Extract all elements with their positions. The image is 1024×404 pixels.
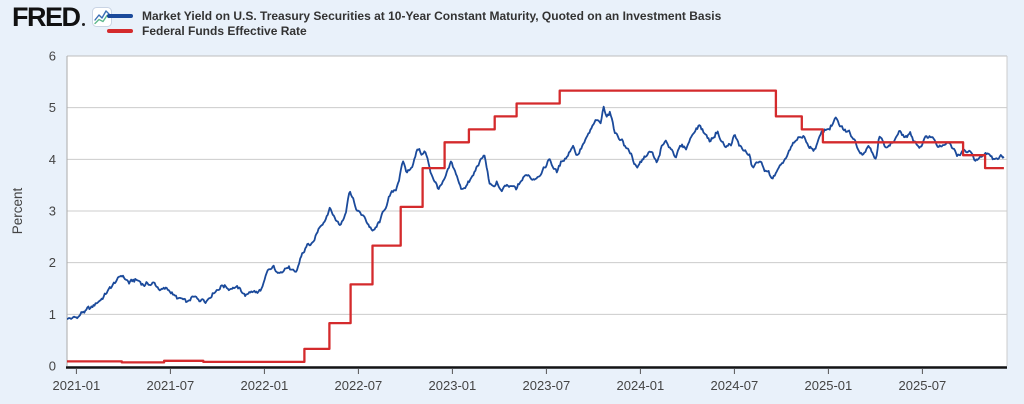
treasury-10y-line [67,105,1005,320]
fed-funds-line [67,89,1004,364]
legend-item-fed-funds: Federal Funds Effective Rate [107,24,721,38]
x-tick-label-2024-07: 2024-07 [711,378,759,393]
chart-legend: Market Yield on U.S. Treasury Securities… [107,9,721,39]
y-axis-title: Percent [10,187,25,234]
x-tick-label-2023-07: 2023-07 [523,378,571,393]
y-tick-label-5: 5 [49,100,56,115]
fred-logo-text: FRED [12,2,81,32]
x-tick-label-2025-07: 2025-07 [899,378,947,393]
x-tick-label-2021-07: 2021-07 [147,378,195,393]
x-tick-label-2025-01: 2025-01 [805,378,853,393]
y-tick-label-6: 6 [49,49,56,64]
y-tick-label-0: 0 [49,359,56,374]
fed-funds-series-swatch [107,29,133,33]
treasury-series-swatch [107,14,133,18]
x-tick-label-2022-07: 2022-07 [335,378,383,393]
x-tick-label-2023-01: 2023-01 [429,378,477,393]
x-tick-label-2021-01: 2021-01 [53,378,101,393]
legend-item-treasury-10y: Market Yield on U.S. Treasury Securities… [107,9,721,23]
fred-logo[interactable]: FRED [12,2,112,32]
x-tick-label-2022-01: 2022-01 [241,378,289,393]
fred-logo-trademark-dot [81,23,85,26]
treasury-series-label: Market Yield on U.S. Treasury Securities… [142,9,722,23]
y-tick-label-4: 4 [49,152,56,167]
y-tick-label-1: 1 [49,307,56,322]
x-tick-label-2024-01: 2024-01 [617,378,665,393]
y-tick-label-2: 2 [49,255,56,270]
fed-funds-series-label: Federal Funds Effective Rate [142,24,307,38]
y-tick-label-3: 3 [49,204,56,219]
chart-header: FRED Market Yield on U.S. Treasury Secur… [0,0,1024,44]
